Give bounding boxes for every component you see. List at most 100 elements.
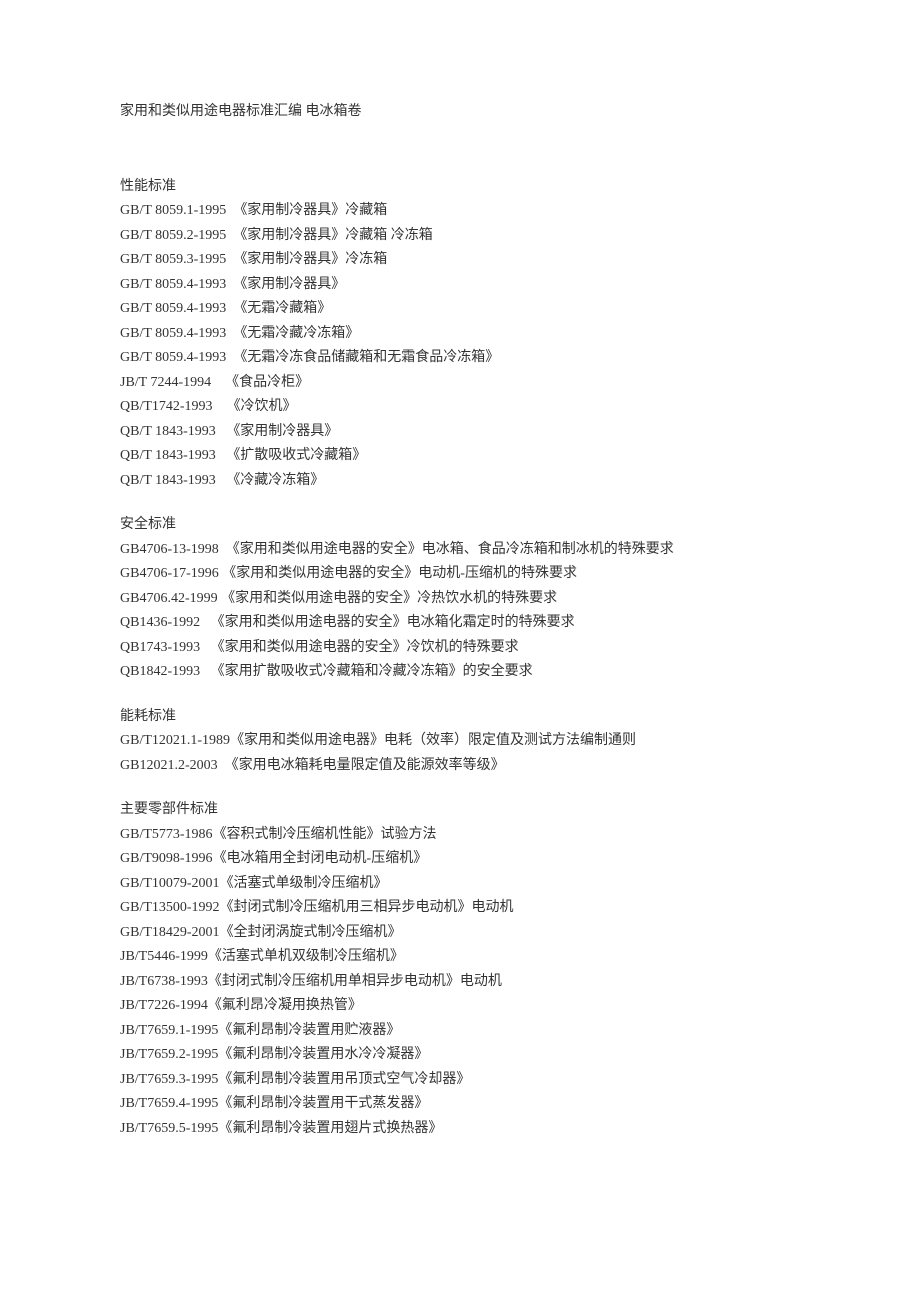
- standard-entry: GB/T5773-1986《容积式制冷压缩机性能》试验方法: [120, 823, 800, 848]
- standard-entry: QB1842-1993 《家用扩散吸收式冷藏箱和冷藏冷冻箱》的安全要求: [120, 660, 800, 685]
- standard-title: 《容积式制冷压缩机性能》试验方法: [213, 827, 437, 842]
- document-title: 家用和类似用途电器标准汇编 电冰箱卷: [120, 100, 800, 125]
- section-block: 安全标准GB4706-13-1998 《家用和类似用途电器的安全》电冰箱、食品冷…: [120, 513, 800, 685]
- standard-title: 《无霜冷藏冷冻箱》: [233, 326, 359, 341]
- separator: [219, 542, 226, 557]
- standard-entry: GB/T 8059.4-1993 《无霜冷冻食品储藏箱和无霜食品冷冻箱》: [120, 346, 800, 371]
- standard-code: JB/T7659.2-1995: [120, 1047, 218, 1062]
- standard-entry: GB/T 8059.4-1993 《无霜冷藏冷冻箱》: [120, 322, 800, 347]
- standard-entry: GB/T18429-2001《全封闭涡旋式制冷压缩机》: [120, 921, 800, 946]
- standard-code: GB/T13500-1992: [120, 900, 220, 915]
- standard-entry: JB/T7659.5-1995《氟利昂制冷装置用翅片式换热器》: [120, 1117, 800, 1142]
- standard-title: 《家用制冷器具》: [233, 277, 345, 292]
- standard-entry: QB1743-1993 《家用和类似用途电器的安全》冷饮机的特殊要求: [120, 636, 800, 661]
- standard-entry: JB/T7659.3-1995《氟利昂制冷装置用吊顶式空气冷却器》: [120, 1068, 800, 1093]
- section-block: 主要零部件标准GB/T5773-1986《容积式制冷压缩机性能》试验方法GB/T…: [120, 798, 800, 1141]
- standard-title: 《氟利昂制冷装置用水冷冷凝器》: [218, 1047, 428, 1062]
- standard-entry: QB/T 1843-1993 《冷藏冷冻箱》: [120, 469, 800, 494]
- standard-title: 《家用和类似用途电器的安全》电动机-压缩机的特殊要求: [222, 566, 577, 581]
- standard-code: JB/T 7244-1994: [120, 375, 211, 390]
- standard-title: 《扩散吸收式冷藏箱》: [226, 448, 366, 463]
- standard-entry: JB/T 7244-1994 《食品冷柜》: [120, 371, 800, 396]
- section-header: 主要零部件标准: [120, 798, 800, 823]
- standard-title: 《食品冷柜》: [225, 375, 309, 390]
- standard-title: 《活塞式单级制冷压缩机》: [220, 876, 388, 891]
- section-block: 能耗标准GB/T12021.1-1989《家用和类似用途电器》电耗（效率）限定值…: [120, 705, 800, 779]
- standard-title: 《封闭式制冷压缩机用单相异步电动机》电动机: [208, 974, 502, 989]
- standard-entry: GB4706-13-1998 《家用和类似用途电器的安全》电冰箱、食品冷冻箱和制…: [120, 538, 800, 563]
- separator: [218, 758, 225, 773]
- standard-code: JB/T7659.4-1995: [120, 1096, 218, 1111]
- standard-code: GB4706-13-1998: [120, 542, 219, 557]
- standard-code: GB/T9098-1996: [120, 851, 213, 866]
- standard-code: JB/T7659.5-1995: [120, 1121, 218, 1136]
- separator: [211, 375, 225, 390]
- standard-code: GB/T18429-2001: [120, 925, 220, 940]
- standard-code: JB/T5446-1999: [120, 949, 208, 964]
- standard-title: 《家用制冷器具》冷藏箱 冷冻箱: [233, 228, 433, 243]
- standard-code: GB4706-17-1996: [120, 566, 219, 581]
- standard-code: GB/T12021.1-1989: [120, 733, 230, 748]
- standard-code: QB/T 1843-1993: [120, 448, 216, 463]
- standard-entry: GB/T 8059.1-1995 《家用制冷器具》冷藏箱: [120, 199, 800, 224]
- standard-entry: GB/T9098-1996《电冰箱用全封闭电动机-压缩机》: [120, 847, 800, 872]
- standard-entry: JB/T5446-1999《活塞式单机双级制冷压缩机》: [120, 945, 800, 970]
- standard-entry: GB/T 8059.4-1993 《无霜冷藏箱》: [120, 297, 800, 322]
- separator: [216, 473, 227, 488]
- standard-entry: GB4706-17-1996 《家用和类似用途电器的安全》电动机-压缩机的特殊要…: [120, 562, 800, 587]
- separator: [216, 448, 227, 463]
- section-header: 安全标准: [120, 513, 800, 538]
- standard-code: QB1743-1993: [120, 640, 200, 655]
- sections-container: 性能标准GB/T 8059.1-1995 《家用制冷器具》冷藏箱GB/T 805…: [120, 175, 800, 1142]
- standard-entry: GB12021.2-2003 《家用电冰箱耗电量限定值及能源效率等级》: [120, 754, 800, 779]
- standard-entry: GB/T10079-2001《活塞式单级制冷压缩机》: [120, 872, 800, 897]
- standard-title: 《家用和类似用途电器的安全》电冰箱化霜定时的特殊要求: [211, 615, 575, 630]
- standard-title: 《氟利昂制冷装置用吊顶式空气冷却器》: [218, 1072, 470, 1087]
- standard-entry: QB/T 1843-1993 《家用制冷器具》: [120, 420, 800, 445]
- standard-title: 《家用和类似用途电器的安全》电冰箱、食品冷冻箱和制冰机的特殊要求: [226, 542, 674, 557]
- standard-code: QB/T 1843-1993: [120, 473, 216, 488]
- separator: [213, 399, 227, 414]
- section-header: 能耗标准: [120, 705, 800, 730]
- standard-title: 《氟利昂制冷装置用干式蒸发器》: [218, 1096, 428, 1111]
- standard-entry: GB4706.42-1999 《家用和类似用途电器的安全》冷热饮水机的特殊要求: [120, 587, 800, 612]
- standard-code: GB/T 8059.1-1995: [120, 203, 226, 218]
- standard-entry: GB/T13500-1992《封闭式制冷压缩机用三相异步电动机》电动机: [120, 896, 800, 921]
- standard-code: GB4706.42-1999: [120, 591, 218, 606]
- standard-code: GB/T 8059.4-1993: [120, 301, 226, 316]
- standard-code: GB12021.2-2003: [120, 758, 218, 773]
- standard-code: GB/T 8059.4-1993: [120, 350, 226, 365]
- standard-title: 《家用制冷器具》冷冻箱: [233, 252, 387, 267]
- standard-code: GB/T 8059.4-1993: [120, 277, 226, 292]
- standard-title: 《家用制冷器具》冷藏箱: [233, 203, 387, 218]
- separator: [216, 424, 227, 439]
- standard-title: 《冷饮机》: [227, 399, 297, 414]
- standard-code: QB1842-1993: [120, 664, 200, 679]
- standard-entry: GB/T12021.1-1989《家用和类似用途电器》电耗（效率）限定值及测试方…: [120, 729, 800, 754]
- standard-title: 《家用电冰箱耗电量限定值及能源效率等级》: [225, 758, 505, 773]
- standard-title: 《氟利昂制冷装置用贮液器》: [218, 1023, 400, 1038]
- standard-title: 《全封闭涡旋式制冷压缩机》: [220, 925, 402, 940]
- standard-code: GB/T 8059.3-1995: [120, 252, 226, 267]
- standard-entry: JB/T7659.1-1995《氟利昂制冷装置用贮液器》: [120, 1019, 800, 1044]
- standard-code: GB/T10079-2001: [120, 876, 220, 891]
- standard-code: JB/T7226-1994: [120, 998, 208, 1013]
- separator: [200, 615, 211, 630]
- standard-code: GB/T 8059.2-1995: [120, 228, 226, 243]
- standard-title: 《家用和类似用途电器》电耗（效率）限定值及测试方法编制通则: [230, 733, 636, 748]
- standard-title: 《无霜冷藏箱》: [233, 301, 331, 316]
- standard-code: JB/T7659.1-1995: [120, 1023, 218, 1038]
- standard-code: JB/T7659.3-1995: [120, 1072, 218, 1087]
- standard-entry: QB/T1742-1993 《冷饮机》: [120, 395, 800, 420]
- standard-code: JB/T6738-1993: [120, 974, 208, 989]
- section-block: 性能标准GB/T 8059.1-1995 《家用制冷器具》冷藏箱GB/T 805…: [120, 175, 800, 494]
- standard-code: GB/T 8059.4-1993: [120, 326, 226, 341]
- standard-title: 《无霜冷冻食品储藏箱和无霜食品冷冻箱》: [233, 350, 499, 365]
- standard-title: 《家用和类似用途电器的安全》冷热饮水机的特殊要求: [221, 591, 557, 606]
- standard-title: 《冷藏冷冻箱》: [226, 473, 324, 488]
- standard-entry: GB/T 8059.3-1995 《家用制冷器具》冷冻箱: [120, 248, 800, 273]
- separator: [200, 640, 211, 655]
- standard-title: 《氟利昂制冷装置用翅片式换热器》: [218, 1121, 442, 1136]
- section-header: 性能标准: [120, 175, 800, 200]
- standard-entry: JB/T7659.2-1995《氟利昂制冷装置用水冷冷凝器》: [120, 1043, 800, 1068]
